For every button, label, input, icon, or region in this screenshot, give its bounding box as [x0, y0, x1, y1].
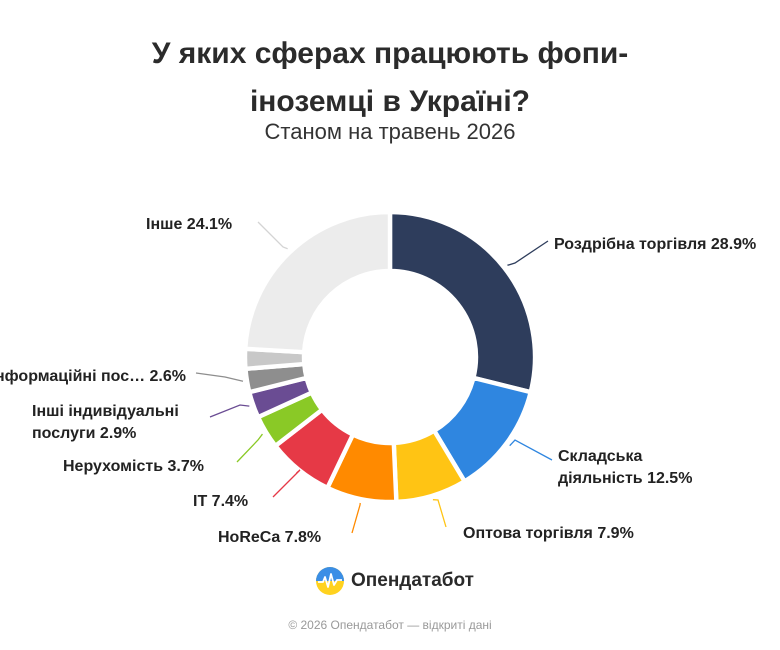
leader-line-7: [209, 404, 250, 418]
leader-line-6: [236, 433, 263, 463]
chart-title: У яких сферах працюють фопи- іноземці в …: [0, 30, 780, 126]
label-personal-line-2: послуги 2.9%: [32, 425, 137, 442]
slice-1: [387, 209, 538, 395]
chart-title-line-2: іноземці в Україні?: [249, 85, 531, 118]
label-warehouse-line-1: Складська: [558, 448, 643, 465]
label-warehouse-line-2: діяльність 12.5%: [558, 470, 693, 487]
brand-logo: Опендатабот: [315, 565, 474, 597]
chart-title-line-1: У яких сферах працюють фопи-: [151, 37, 629, 70]
label-realestate: Нерухомість 3.7%: [63, 458, 204, 475]
label-info: Інформаційні пос… 2.6%: [0, 368, 186, 385]
leader-line-3: [432, 499, 447, 528]
leader-line-1: [507, 240, 549, 266]
label-horeca: HoReCa 7.8%: [218, 529, 322, 546]
leader-line-2: [509, 439, 553, 461]
label-personal-line-1: Інші індивідуальні: [32, 403, 179, 420]
leader-line-10: [257, 221, 288, 250]
chart-subtitle: Станом на травень 2026: [264, 119, 516, 144]
brand-icon: [316, 567, 344, 595]
leader-line-8: [195, 372, 244, 382]
brand-name: Опендатабот: [351, 570, 474, 591]
slice-10: [243, 209, 393, 355]
label-retail: Роздрібна торгівля 28.9%: [554, 236, 757, 253]
label-it: IT 7.4%: [193, 493, 249, 510]
leader-line-5: [272, 469, 301, 498]
label-other: Інше 24.1%: [146, 216, 233, 233]
label-wholesale: Оптова торгівля 7.9%: [463, 525, 634, 542]
footer-copyright: © 2026 Опендатабот — відкриті дані: [288, 618, 492, 632]
leader-line-4: [351, 502, 361, 534]
